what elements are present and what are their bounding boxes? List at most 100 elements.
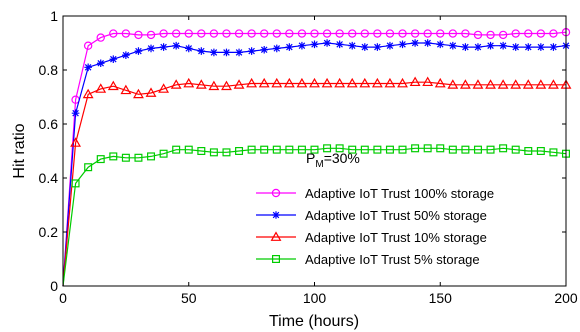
data-point	[549, 43, 558, 51]
data-point	[285, 43, 294, 51]
series-layer	[62, 28, 572, 287]
x-tick-label: 100	[303, 290, 327, 306]
data-point	[547, 79, 559, 89]
data-point	[247, 29, 256, 38]
data-point	[486, 145, 495, 154]
data-point	[96, 33, 105, 42]
data-point	[411, 144, 420, 153]
data-point	[121, 29, 131, 38]
data-point	[134, 47, 143, 55]
data-point	[96, 155, 105, 164]
data-point	[448, 29, 458, 38]
data-point	[197, 29, 206, 38]
annotation-rest: =30%	[324, 150, 360, 166]
data-point	[83, 41, 93, 50]
data-point	[373, 145, 382, 154]
data-point	[409, 76, 421, 87]
data-point	[147, 44, 155, 53]
legend-item: Adaptive IoT Trust 10% storage	[256, 230, 487, 245]
data-point	[272, 29, 281, 38]
data-point	[348, 145, 357, 154]
data-point	[524, 43, 533, 51]
data-point	[323, 144, 332, 153]
data-point	[120, 84, 132, 95]
data-point	[485, 79, 496, 89]
data-point	[260, 29, 269, 38]
data-point	[449, 41, 457, 50]
data-point	[184, 29, 193, 38]
data-point	[321, 77, 333, 88]
data-point	[70, 137, 82, 147]
data-point	[524, 147, 533, 156]
data-point	[247, 145, 256, 154]
data-point	[96, 59, 105, 68]
data-point	[436, 40, 445, 49]
data-point	[222, 48, 231, 57]
data-point	[524, 29, 533, 38]
data-point	[233, 79, 245, 89]
data-point	[385, 29, 395, 38]
data-point	[109, 152, 118, 161]
data-point	[172, 145, 181, 154]
data-point	[107, 80, 119, 91]
data-point	[397, 77, 408, 88]
data-point	[270, 231, 282, 241]
data-point	[208, 80, 220, 91]
data-point	[474, 43, 482, 51]
data-point	[197, 147, 206, 156]
data-point	[147, 152, 156, 161]
data-point	[247, 47, 256, 55]
data-point	[134, 30, 143, 40]
data-point	[348, 41, 357, 50]
data-point	[109, 29, 118, 38]
data-point	[246, 77, 258, 88]
data-point	[122, 51, 130, 59]
data-point	[511, 43, 520, 51]
data-point	[423, 144, 432, 153]
data-point	[346, 77, 358, 88]
data-point	[335, 144, 344, 153]
data-point	[235, 147, 244, 156]
data-point	[459, 79, 471, 89]
data-point	[323, 39, 331, 47]
data-point	[209, 148, 218, 157]
data-point	[272, 44, 281, 53]
data-point	[285, 145, 294, 154]
annotation-main: P	[306, 150, 315, 166]
data-point	[535, 79, 547, 89]
data-point	[184, 145, 193, 154]
data-point	[271, 77, 283, 88]
data-point	[297, 29, 307, 38]
data-point	[423, 39, 432, 47]
legend-label: Adaptive IoT Trust 50% storage	[305, 208, 487, 223]
data-point	[195, 79, 207, 89]
data-point	[497, 79, 509, 89]
data-point	[385, 145, 394, 154]
data-point	[486, 30, 495, 40]
data-point	[310, 40, 319, 49]
storage-annotation: PM=30%	[306, 150, 360, 170]
data-point	[159, 149, 168, 158]
data-point	[386, 41, 394, 50]
data-point	[283, 77, 295, 88]
data-point	[84, 63, 92, 72]
y-tick-label: 1	[50, 8, 58, 24]
y-tick-label: 0.6	[39, 116, 59, 132]
data-point	[134, 153, 143, 162]
data-point	[183, 77, 195, 88]
y-tick-label: 0.8	[39, 62, 59, 78]
data-point	[461, 43, 470, 51]
data-point	[422, 76, 434, 87]
data-point	[335, 29, 344, 38]
data-point	[511, 145, 520, 154]
data-point	[384, 77, 396, 88]
data-point	[271, 188, 281, 198]
legend-item: Adaptive IoT Trust 100% storage	[256, 186, 494, 201]
data-point	[510, 79, 522, 89]
legend-label: Adaptive IoT Trust 100% storage	[305, 186, 494, 201]
data-point	[359, 77, 371, 88]
data-point	[297, 145, 306, 154]
data-point	[310, 145, 319, 154]
data-point	[258, 77, 270, 88]
data-point	[498, 30, 508, 40]
